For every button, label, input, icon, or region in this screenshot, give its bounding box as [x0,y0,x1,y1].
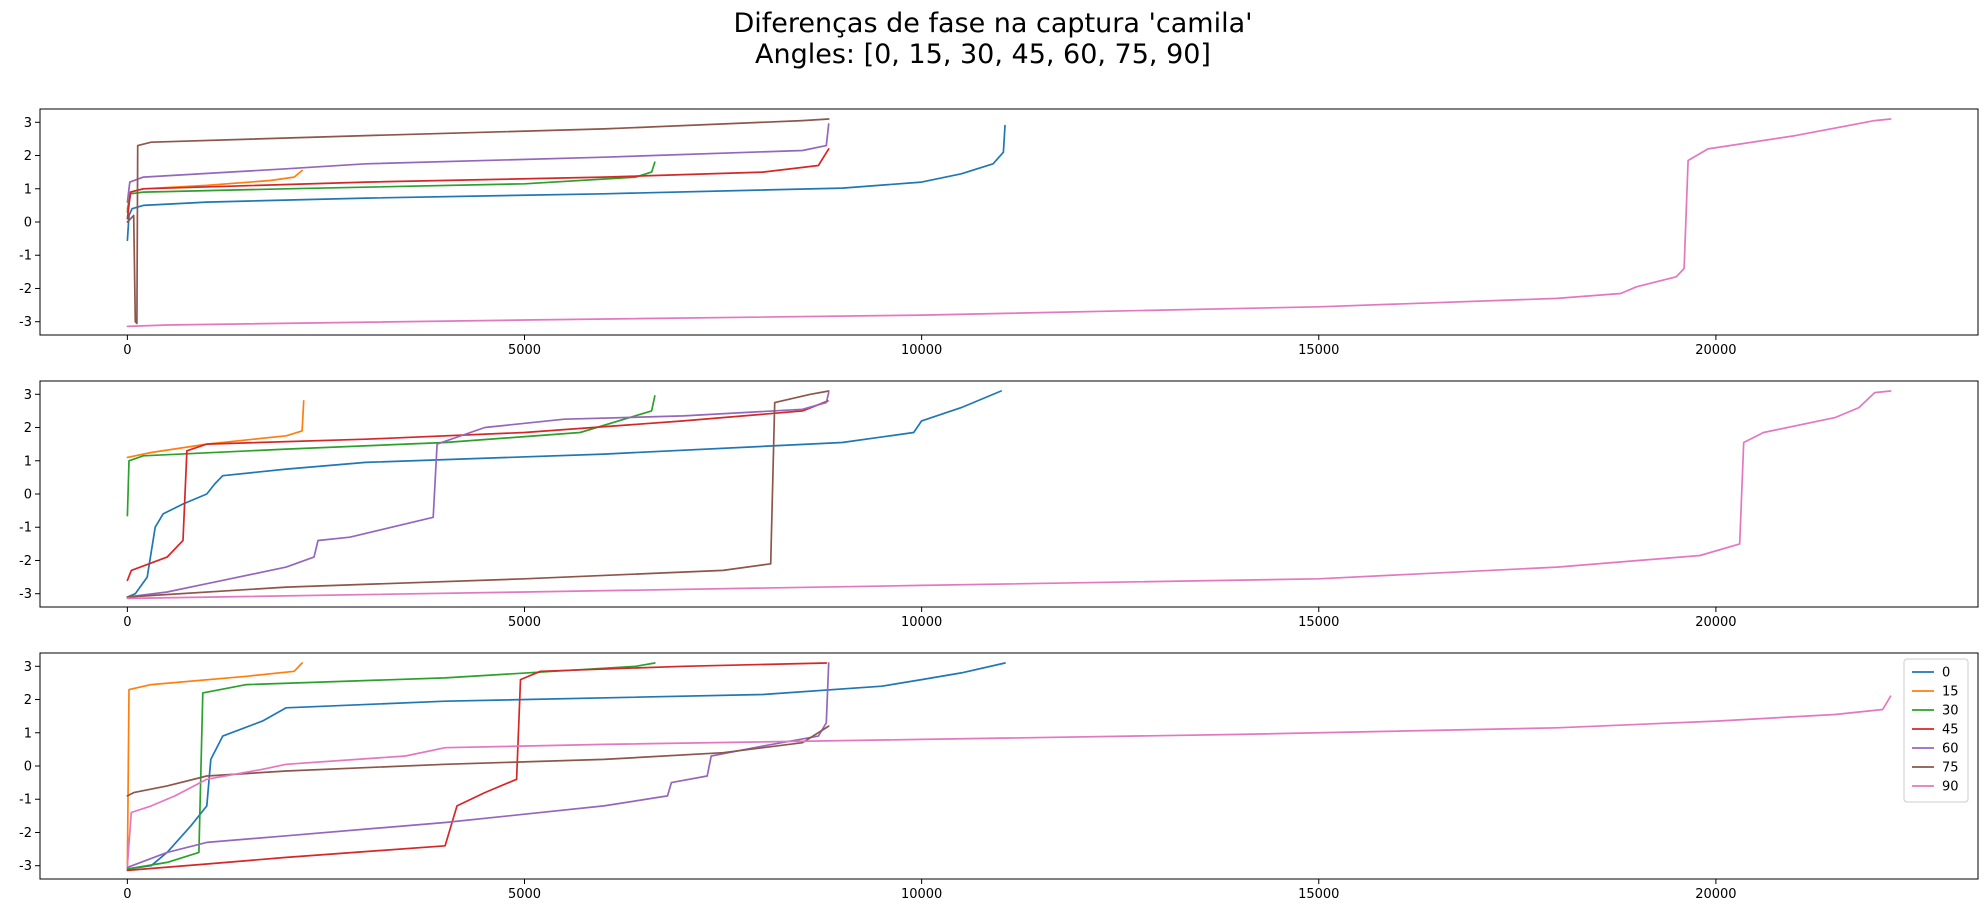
x-tick-label: 5000 [508,615,541,630]
x-tick-label: 15000 [1298,343,1339,358]
legend-label-0: 0 [1942,666,1950,681]
x-tick-label: 20000 [1695,615,1736,630]
y-tick-label: -2 [19,554,32,569]
series-line-4 [126,400,829,582]
series-line-45 [126,662,828,872]
y-tick-label: 2 [24,693,32,708]
y-tick-label: 1 [24,182,32,197]
x-tick-label: 10000 [901,343,942,358]
y-tick-label: -3 [19,859,32,874]
series-line-4 [126,148,830,220]
x-tick-label: 20000 [1695,887,1736,902]
y-tick-label: -2 [19,282,32,297]
series-line-6 [126,118,830,325]
legend-label-60: 60 [1942,742,1959,757]
series-line-5 [126,123,830,203]
subplot-2: 0 5000 10000 15000 20000 -3 -2 -1 0 1 2 3 [19,380,1979,630]
y-tick-label: 2 [24,149,32,164]
series-group [126,390,1892,600]
series-line-15 [126,662,303,867]
series-line-2 [126,400,305,459]
series-line-75 [126,725,830,797]
subplot-1: 0 5000 10000 15000 20000 -3 -2 -1 0 1 2 3 [19,108,1979,358]
legend-label-45: 45 [1942,723,1959,738]
series-line-90 [126,695,1892,867]
y-tick-label: 3 [24,116,32,131]
series-line-0 [126,662,1006,870]
y-tick-label: 1 [24,454,32,469]
x-tick-label: 5000 [508,887,541,902]
y-tick-label: -2 [19,826,32,841]
x-tick-label: 15000 [1298,615,1339,630]
title-line-1: Diferenças de fase na captura 'camila' [733,8,1252,39]
y-tick-label: -3 [19,587,32,602]
x-tick-label: 15000 [1298,887,1339,902]
y-tick-label: 3 [24,388,32,403]
y-tick-label: -1 [19,793,32,808]
y-tick-label: -3 [19,315,32,330]
series-line-1 [126,124,1006,242]
y-tick-label: 0 [24,760,32,775]
y-tick-label: 2 [24,421,32,436]
series-line-7 [126,390,1892,600]
series-line-7 [126,118,1892,328]
series-line-3 [126,161,656,213]
x-tick-label: 0 [123,887,131,902]
legend: 0 15 30 45 60 75 90 [1903,658,1969,803]
legend-label-30: 30 [1942,704,1959,719]
series-group [126,662,1892,872]
series-line-3 [126,395,656,517]
series-line-5 [126,391,830,598]
title-line-2: Angles: [0, 15, 30, 45, 60, 75, 90] [755,39,1211,70]
x-tick-label: 10000 [901,615,942,630]
axes-frame [39,380,1979,608]
x-tick-label: 0 [123,343,131,358]
y-tick-label: 3 [24,660,32,675]
legend-label-75: 75 [1942,761,1959,776]
x-tick-label: 5000 [508,343,541,358]
y-tick-label: 0 [24,216,32,231]
x-tick-label: 20000 [1695,343,1736,358]
y-tick-label: 1 [24,726,32,741]
axes-frame [39,108,1979,336]
legend-label-15: 15 [1942,685,1959,700]
series-group [126,118,1892,328]
axes-frame [39,652,1979,880]
series-line-1 [126,390,1002,598]
legend-label-90: 90 [1942,780,1959,795]
y-tick-label: -1 [19,521,32,536]
x-tick-label: 0 [123,615,131,630]
x-tick-label: 10000 [901,887,942,902]
series-line-60 [126,662,830,869]
y-tick-label: 0 [24,488,32,503]
series-line-6 [126,390,830,598]
y-tick-label: -1 [19,249,32,264]
